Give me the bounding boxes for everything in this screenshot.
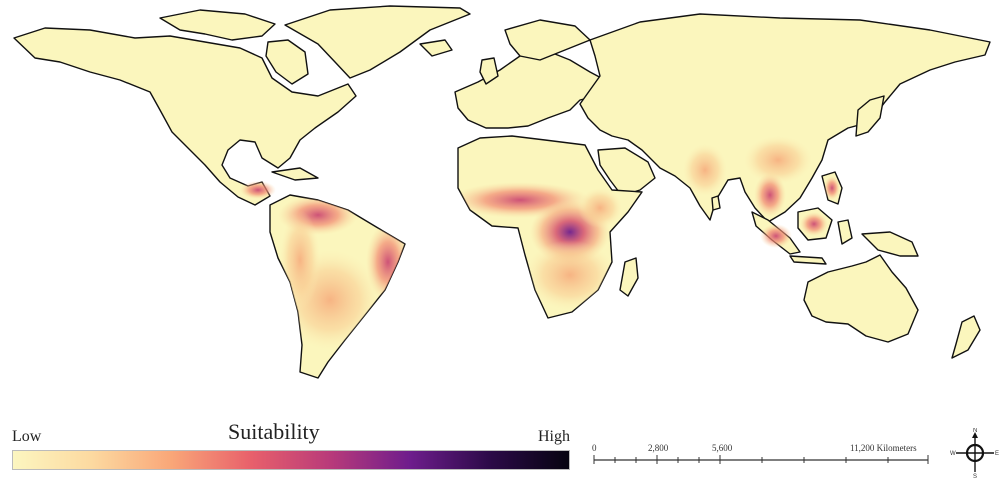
scale-tick-0: 0 [592, 443, 597, 453]
compass-east: E [995, 451, 999, 457]
compass-north: N [973, 428, 977, 434]
scale-tick-5600: 5,600 [712, 443, 733, 453]
legend-low-label: Low [12, 428, 42, 445]
scandinavia [504, 19, 591, 61]
new-guinea [861, 231, 919, 257]
north-arrow-compass: N S E W [950, 428, 999, 478]
compass-west: W [950, 451, 956, 457]
arctic-islands [159, 9, 276, 41]
north-america [13, 27, 357, 206]
world-suitability-map [13, 5, 991, 379]
sri-lanka [711, 195, 721, 211]
java [789, 255, 827, 265]
japan [855, 95, 885, 137]
legend-color-ramp [12, 450, 570, 470]
greenland [284, 5, 471, 79]
australia [803, 254, 919, 343]
baffin-island [265, 39, 309, 85]
madagascar [619, 257, 639, 297]
europe [454, 49, 606, 129]
legend-title: Suitability [228, 419, 320, 444]
scale-tick-11200: 11,200 Kilometers [850, 443, 917, 453]
arabia [597, 147, 656, 197]
legend-high-label: High [538, 428, 570, 445]
sulawesi [837, 219, 853, 245]
compass-south: S [973, 474, 977, 478]
cuba [271, 167, 319, 181]
new-zealand [951, 315, 981, 359]
asia [579, 13, 991, 223]
scale-tick-2800: 2,800 [648, 443, 669, 453]
scale-bar: 0 2,800 5,600 11,200 Kilometers [592, 443, 929, 464]
great-britain [479, 57, 499, 85]
iceland [419, 39, 453, 57]
